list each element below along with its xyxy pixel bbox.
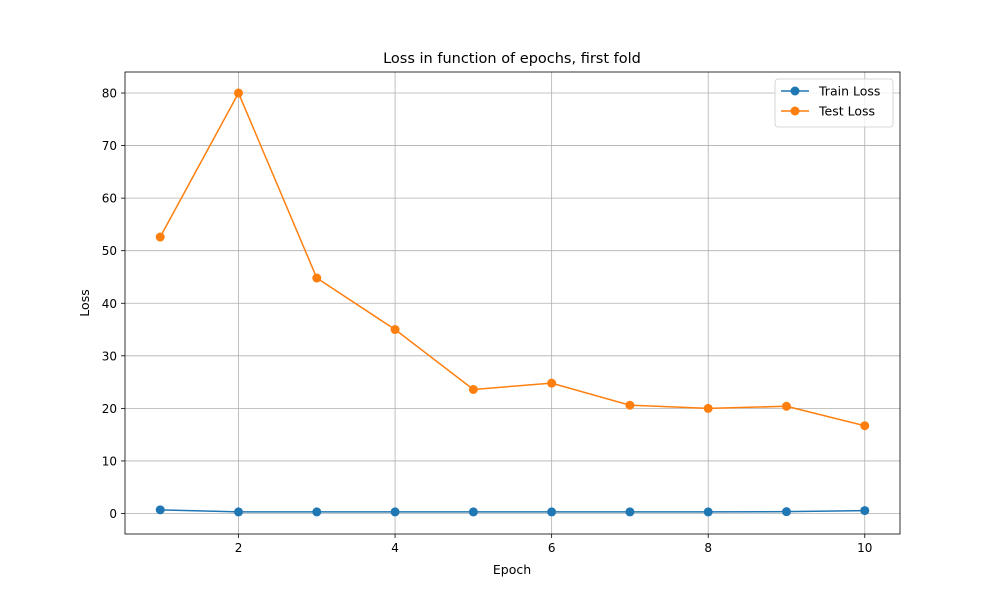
y-tick-label: 20 <box>102 402 117 416</box>
test-loss-point <box>781 401 791 411</box>
test-loss-point <box>860 421 870 431</box>
series-layer <box>155 88 870 517</box>
test-loss-legend-marker <box>790 106 800 116</box>
axis-ticks: 2 4 6 8 10 0 10 20 30 40 50 60 70 80 <box>102 87 873 555</box>
train-loss-point <box>312 507 322 517</box>
x-tick-label: 4 <box>391 541 399 555</box>
train-loss-point <box>547 507 557 517</box>
y-tick-label: 30 <box>102 349 117 363</box>
test-loss-point <box>155 232 165 242</box>
test-loss-point <box>312 273 322 283</box>
train-loss-point <box>468 507 478 517</box>
train-loss-line <box>160 509 865 513</box>
train-loss-point <box>703 507 713 517</box>
test-loss-point <box>234 88 244 98</box>
train-loss-point <box>625 507 635 517</box>
train-loss-point <box>781 507 791 517</box>
train-loss-legend-marker <box>790 86 800 96</box>
legend: Train Loss Test Loss <box>774 78 894 128</box>
y-tick-label: 50 <box>102 244 117 258</box>
y-tick-label: 70 <box>102 139 117 153</box>
x-tick-label: 8 <box>704 541 712 555</box>
x-axis-label: Epoch <box>493 562 531 577</box>
x-tick-label: 10 <box>857 541 872 555</box>
test-loss-point <box>547 378 557 388</box>
test-loss-point <box>390 325 400 335</box>
test-loss-point <box>703 403 713 413</box>
y-tick-label: 60 <box>102 192 117 206</box>
y-tick-label: 0 <box>109 507 117 521</box>
test-loss-series <box>155 88 870 431</box>
train-loss-point <box>234 507 244 517</box>
y-tick-label: 10 <box>102 454 117 468</box>
train-loss-point <box>860 506 870 516</box>
train-loss-legend-label: Train Loss <box>818 84 880 99</box>
y-axis-label: Loss <box>77 289 92 316</box>
y-tick-label: 40 <box>102 297 117 311</box>
chart-title: Loss in function of epochs, first fold <box>383 51 641 67</box>
train-loss-point <box>155 505 165 515</box>
test-loss-legend-label: Test Loss <box>818 104 875 119</box>
test-loss-line <box>159 91 865 427</box>
train-loss-series <box>155 505 870 517</box>
x-tick-label: 6 <box>548 541 556 555</box>
y-tick-label: 80 <box>102 87 117 101</box>
test-loss-point <box>625 400 635 410</box>
train-loss-point <box>390 507 400 517</box>
x-tick-label: 2 <box>235 541 243 555</box>
test-loss-point <box>468 384 478 394</box>
grid <box>125 72 900 534</box>
